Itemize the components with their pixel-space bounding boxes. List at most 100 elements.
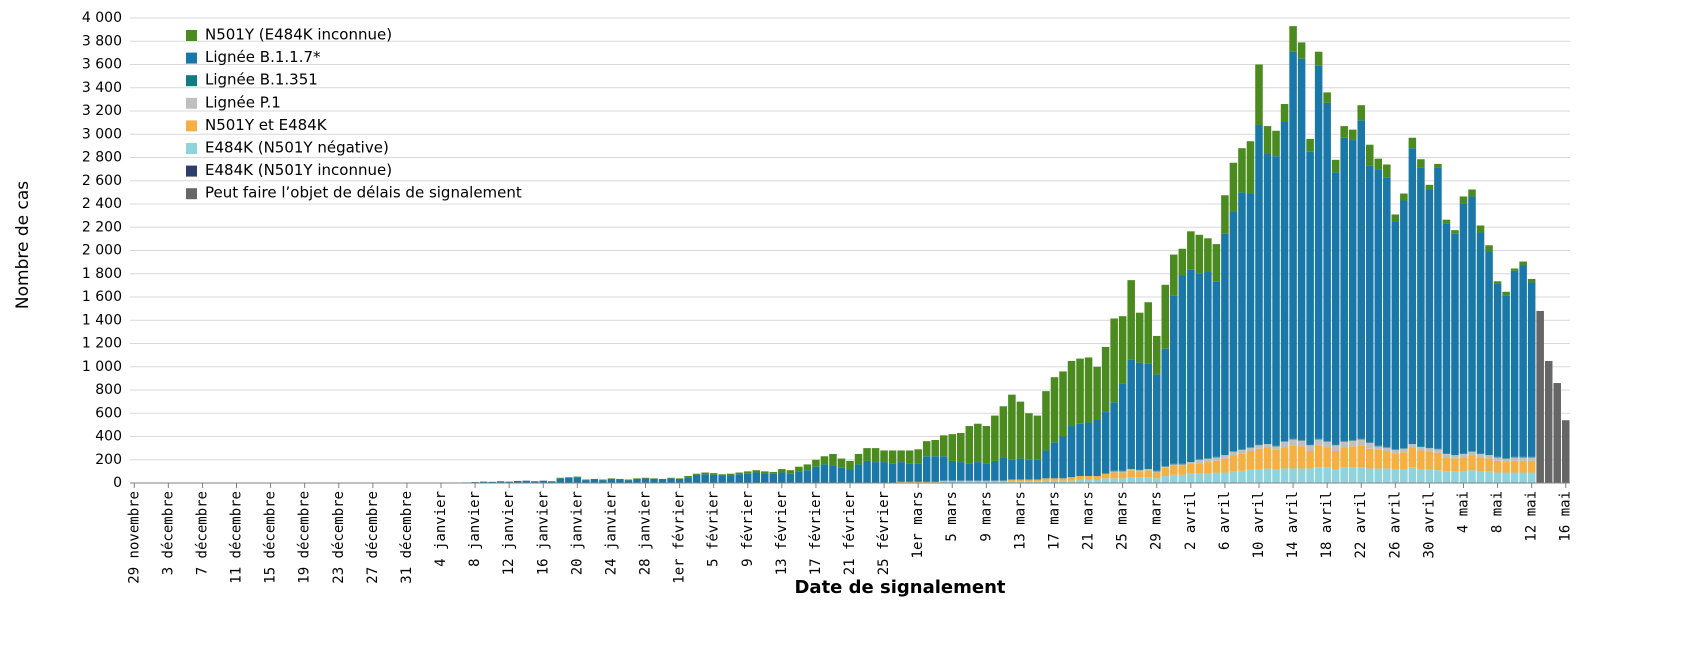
bar-segment xyxy=(1178,464,1187,466)
bar-segment xyxy=(1238,192,1246,450)
bar-segment xyxy=(1519,472,1527,483)
bar-segment xyxy=(1170,463,1178,465)
bar-segment xyxy=(718,474,726,476)
bar-segment xyxy=(1067,426,1076,478)
x-tick-label: 6 avril xyxy=(1217,491,1233,550)
x-tick-label: 28 janvier xyxy=(638,491,654,575)
bar-segment xyxy=(1314,438,1323,440)
bar-segment xyxy=(633,478,641,483)
bar-segment xyxy=(786,470,795,474)
bar-segment xyxy=(1297,439,1306,441)
bar-segment xyxy=(991,481,999,483)
bar-segment xyxy=(1246,446,1255,448)
bar-segment xyxy=(1485,471,1493,483)
bar-segment xyxy=(1417,450,1425,470)
bar-segment xyxy=(1297,440,1306,447)
x-tick-label: 8 janvier xyxy=(467,491,483,567)
x-tick-label: 12 janvier xyxy=(501,491,517,575)
bar-segment xyxy=(1400,469,1408,483)
bar-segment xyxy=(991,415,999,461)
bar-segment xyxy=(1101,473,1110,479)
bar-segment xyxy=(1348,446,1357,468)
x-tick-label: 25 février xyxy=(876,491,892,575)
bar-segment xyxy=(854,453,863,465)
bar-segment xyxy=(1229,455,1238,472)
bar-segment xyxy=(1314,439,1323,446)
bar-segment xyxy=(1451,233,1459,455)
bar-segment xyxy=(948,481,957,483)
bar-segment xyxy=(1101,412,1110,474)
bar-segment xyxy=(922,441,931,457)
bar-segment xyxy=(1246,141,1255,194)
y-tick-label: 200 xyxy=(95,452,122,468)
bar-segment xyxy=(1442,457,1451,472)
y-tick-label: 1 600 xyxy=(82,289,122,305)
bar-segment xyxy=(778,472,786,483)
bar-segment xyxy=(607,478,616,483)
bar-segment xyxy=(1468,470,1476,483)
bar-segment xyxy=(1493,456,1502,458)
bar-segment xyxy=(1348,140,1357,440)
bar-segment xyxy=(1297,58,1306,440)
bar-segment xyxy=(1272,445,1280,447)
x-tick-label: 9 février xyxy=(740,491,756,567)
y-tick-label: 3 000 xyxy=(82,126,122,142)
bar-segment xyxy=(1101,346,1110,413)
bar-segment xyxy=(1391,214,1400,222)
bar-segment xyxy=(1314,65,1323,439)
bar-segment xyxy=(1502,472,1510,483)
bar-segment xyxy=(582,479,590,481)
bar-segment xyxy=(1110,472,1118,479)
x-tick-label: 16 janvier xyxy=(535,491,551,575)
bar-segment xyxy=(880,450,888,463)
bar-segment xyxy=(1536,310,1544,483)
bar-segment xyxy=(1374,468,1383,483)
bar-segment xyxy=(1323,102,1331,442)
bar-segment xyxy=(965,481,974,483)
bar-segment xyxy=(658,478,667,480)
legend-label: Lignée B.1.1.7* xyxy=(205,48,321,66)
bar-segment xyxy=(1263,126,1272,155)
x-tick-label: 29 mars xyxy=(1149,491,1165,550)
bar-segment xyxy=(1272,130,1280,157)
bar-segment xyxy=(922,456,931,482)
bar-segment xyxy=(820,456,829,465)
bar-segment xyxy=(1374,449,1383,469)
bar-segment xyxy=(1459,453,1468,454)
legend-swatch xyxy=(186,30,197,41)
x-tick-label: 3 décembre xyxy=(160,491,176,575)
bar-segment xyxy=(1323,92,1331,103)
y-tick-label: 2 000 xyxy=(82,243,122,259)
bar-segment xyxy=(1400,452,1408,470)
bar-segment xyxy=(650,478,658,479)
bar-segment xyxy=(974,423,982,463)
bar-segment xyxy=(1331,445,1340,452)
bar-segment xyxy=(1033,479,1042,482)
bar-segment xyxy=(1144,363,1152,469)
bar-segment xyxy=(1323,447,1331,468)
x-tick-label: 8 mai xyxy=(1490,491,1506,533)
x-tick-label: 27 décembre xyxy=(365,491,381,584)
bar-segment xyxy=(999,480,1008,482)
bar-segment xyxy=(1323,441,1331,448)
bar-segment xyxy=(1238,470,1246,483)
bar-segment xyxy=(752,470,761,473)
x-tick-label: 1er février xyxy=(672,491,688,584)
bar-segment xyxy=(1135,362,1144,470)
bar-segment xyxy=(1425,448,1434,452)
bar-segment xyxy=(1502,462,1510,473)
bar-segment xyxy=(1280,121,1289,442)
bar-segment xyxy=(1331,172,1340,445)
bar-segment xyxy=(1195,473,1204,483)
bar-segment xyxy=(854,464,863,483)
bar-segment xyxy=(565,477,573,483)
bar-segment xyxy=(1093,419,1101,477)
bar-segment xyxy=(1255,444,1263,446)
bar-segment xyxy=(905,481,914,483)
bar-segment xyxy=(786,473,795,483)
bar-segment xyxy=(1263,468,1272,483)
bar-segment xyxy=(863,460,871,483)
bar-segment xyxy=(939,435,948,457)
legend-label: Lignée P.1 xyxy=(205,93,281,111)
bar-segment xyxy=(1383,164,1391,178)
